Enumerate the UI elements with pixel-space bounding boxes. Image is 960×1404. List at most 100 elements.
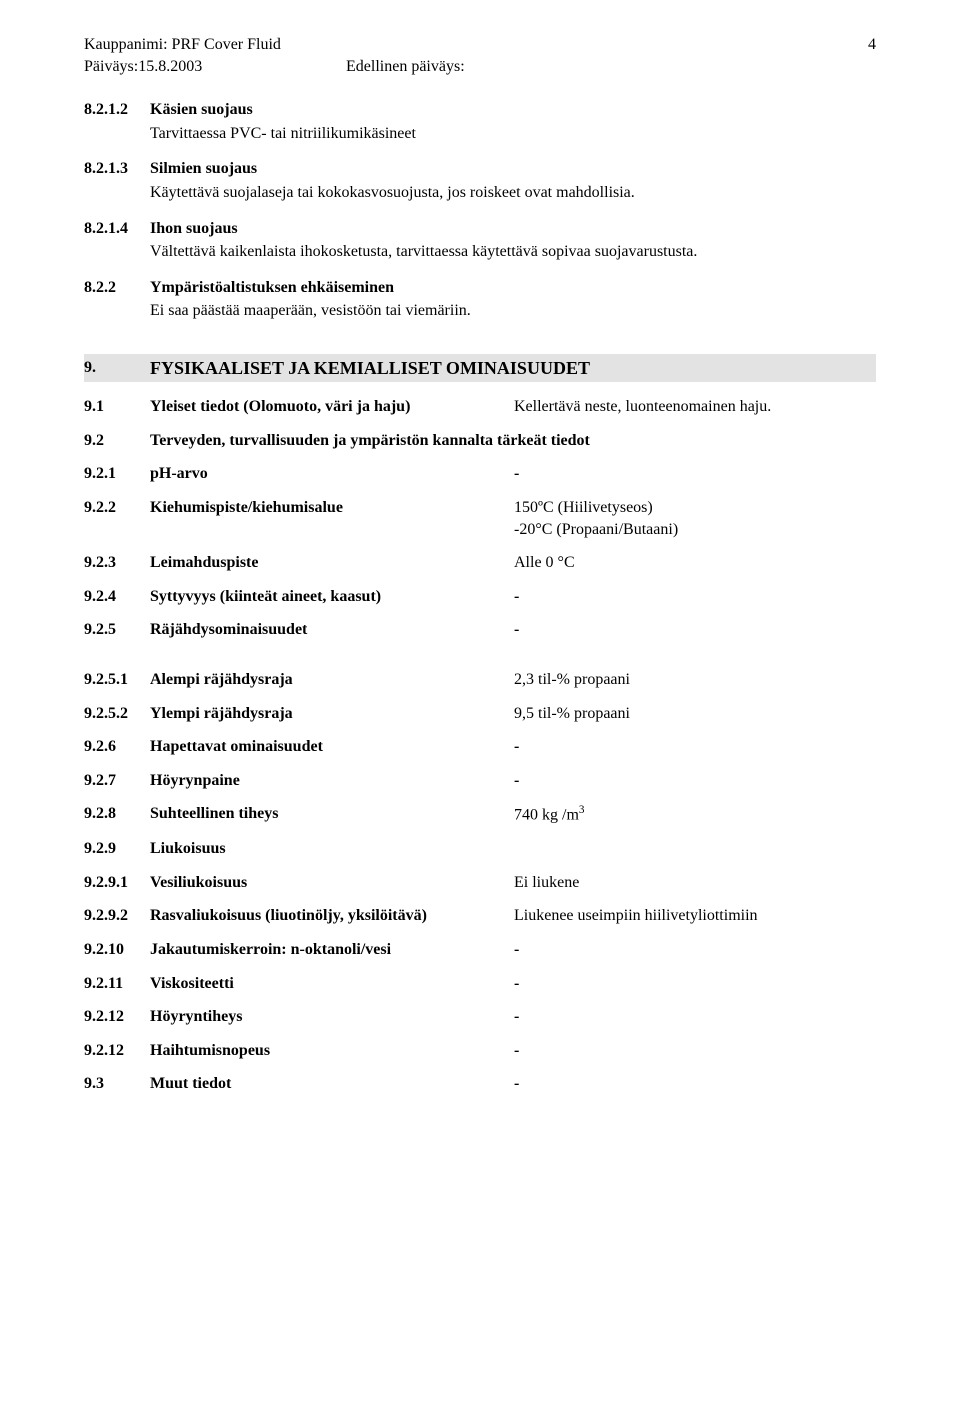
num-9-2-12b: 9.2.12 (84, 1040, 150, 1062)
spacer (84, 693, 876, 703)
num-9-2-7: 9.2.7 (84, 770, 150, 792)
spacer (84, 643, 876, 669)
page: Kauppanimi: PRF Cover Fluid Päiväys:15.8… (0, 0, 960, 1404)
header-date-row: Päiväys:15.8.2003 Edellinen päiväys: (84, 56, 465, 78)
value-9-2-9-2: Liukenee useimpiin hiilivetyliottimiin (514, 905, 876, 927)
value-9-2-2-line1: 150ºC (Hiilivetyseos) (514, 497, 876, 519)
value-9-2-3: Alle 0 °C (514, 552, 876, 574)
num-8-2-2: 8.2.2 (84, 277, 150, 299)
spacer (84, 963, 876, 973)
row-9-2-7: 9.2.7 Höyrynpaine - (84, 770, 876, 792)
value-9-2-5: - (514, 619, 876, 641)
spacer (84, 609, 876, 619)
label-9-2-1: pH-arvo (150, 463, 514, 485)
spacer (84, 420, 876, 430)
title-8-2-1-3: Silmien suojaus (150, 158, 257, 180)
header-left: Kauppanimi: PRF Cover Fluid Päiväys:15.8… (84, 34, 465, 77)
value-9-2-8-prefix: 740 kg /m (514, 807, 579, 824)
num-9-2-12: 9.2.12 (84, 1006, 150, 1028)
num-9-2-3: 9.2.3 (84, 552, 150, 574)
value-9-2-2-line2: -20°C (Propaani/Butaani) (514, 519, 876, 541)
section-9-num: 9. (84, 357, 150, 379)
page-number: 4 (868, 34, 876, 56)
num-8-2-1-2: 8.2.1.2 (84, 99, 150, 121)
label-9-2-5: Räjähdysominaisuudet (150, 619, 514, 641)
row-9-2-4: 9.2.4 Syttyvyys (kiinteät aineet, kaasut… (84, 586, 876, 608)
spacer (84, 453, 876, 463)
row-9-2-11: 9.2.11 Viskositeetti - (84, 973, 876, 995)
date-value: 15.8.2003 (138, 58, 202, 75)
header-product-row: Kauppanimi: PRF Cover Fluid (84, 34, 465, 56)
spacer (84, 996, 876, 1006)
row-9-2-10: 9.2.10 Jakautumiskerroin: n-oktanoli/ves… (84, 939, 876, 961)
value-9-3: - (514, 1073, 876, 1095)
spacer (84, 793, 876, 803)
spacer (84, 542, 876, 552)
row-9-2-9-2: 9.2.9.2 Rasvaliukoisuus (liuotinöljy, yk… (84, 905, 876, 927)
label-9-2: Terveyden, turvallisuuden ja ympäristön … (150, 430, 590, 452)
value-9-2-7: - (514, 770, 876, 792)
num-9-2-5: 9.2.5 (84, 619, 150, 641)
row-9-2-5: 9.2.5 Räjähdysominaisuudet - (84, 619, 876, 641)
num-9-2-5-1: 9.2.5.1 (84, 669, 150, 691)
label-9-2-2: Kiehumispiste/kiehumisalue (150, 497, 514, 519)
num-9-2-6: 9.2.6 (84, 736, 150, 758)
value-9-2-8: 740 kg /m3 (514, 803, 876, 826)
num-9-2-4: 9.2.4 (84, 586, 150, 608)
body-8-2-1-4: Vältettävä kaikenlaista ihokosketusta, t… (150, 241, 876, 263)
num-9-2-2: 9.2.2 (84, 497, 150, 519)
row-8-2-1-2-heading: 8.2.1.2 Käsien suojaus (84, 99, 876, 121)
title-8-2-2: Ympäristöaltistuksen ehkäiseminen (150, 277, 394, 299)
row-9-2-9-1: 9.2.9.1 Vesiliukoisuus Ei liukene (84, 872, 876, 894)
label-9-2-7: Höyrynpaine (150, 770, 514, 792)
product-label: Kauppanimi: (84, 36, 168, 53)
spacer (84, 336, 876, 346)
label-9-2-3: Leimahduspiste (150, 552, 514, 574)
label-9-2-6: Hapettavat ominaisuudet (150, 736, 514, 758)
label-9-2-10: Jakautumiskerroin: n-oktanoli/vesi (150, 939, 514, 961)
spacer (84, 726, 876, 736)
body-8-2-2: Ei saa päästää maaperään, vesistöön tai … (150, 300, 876, 322)
label-9-2-8: Suhteellinen tiheys (150, 803, 514, 825)
value-9-2-1: - (514, 463, 876, 485)
prev-date-label: Edellinen päiväys: (346, 56, 465, 78)
spacer (84, 576, 876, 586)
row-9-2-3: 9.2.3 Leimahduspiste Alle 0 °C (84, 552, 876, 574)
row-9-2-12b: 9.2.12 Haihtumisnopeus - (84, 1040, 876, 1062)
header-date: Päiväys:15.8.2003 (84, 56, 346, 78)
row-9-3: 9.3 Muut tiedot - (84, 1073, 876, 1095)
num-9-2-9: 9.2.9 (84, 838, 150, 860)
label-9-2-4: Syttyvyys (kiinteät aineet, kaasut) (150, 586, 514, 608)
num-9-2-1: 9.2.1 (84, 463, 150, 485)
value-9-2-9-1: Ei liukene (514, 872, 876, 894)
num-8-2-1-3: 8.2.1.3 (84, 158, 150, 180)
value-9-2-5-1: 2,3 til-% propaani (514, 669, 876, 691)
label-9-2-12: Höyryntiheys (150, 1006, 514, 1028)
row-9-1: 9.1 Yleiset tiedot (Olomuoto, väri ja ha… (84, 396, 876, 418)
label-9-3: Muut tiedot (150, 1073, 514, 1095)
spacer (84, 929, 876, 939)
spacer (84, 828, 876, 838)
num-8-2-1-4: 8.2.1.4 (84, 218, 150, 240)
num-9-2-11: 9.2.11 (84, 973, 150, 995)
label-9-2-9-1: Vesiliukoisuus (150, 872, 514, 894)
value-9-2-11: - (514, 973, 876, 995)
spacer (84, 862, 876, 872)
label-9-2-9: Liukoisuus (150, 838, 514, 860)
value-9-2-10: - (514, 939, 876, 961)
spacer (84, 895, 876, 905)
spacer (84, 487, 876, 497)
row-8-2-1-3-heading: 8.2.1.3 Silmien suojaus (84, 158, 876, 180)
page-header: Kauppanimi: PRF Cover Fluid Päiväys:15.8… (84, 34, 876, 77)
value-9-2-12b: - (514, 1040, 876, 1062)
value-9-2-2: 150ºC (Hiilivetyseos) -20°C (Propaani/Bu… (514, 497, 876, 540)
row-9-2-6: 9.2.6 Hapettavat ominaisuudet - (84, 736, 876, 758)
label-9-2-5-2: Ylempi räjähdysraja (150, 703, 514, 725)
row-9-2-12: 9.2.12 Höyryntiheys - (84, 1006, 876, 1028)
product-name: PRF Cover Fluid (172, 36, 281, 53)
num-9-2: 9.2 (84, 430, 150, 452)
body-8-2-1-3: Käytettävä suojalaseja tai kokokasvosuoj… (150, 182, 876, 204)
value-9-1: Kellertävä neste, luonteenomainen haju. (514, 396, 876, 418)
label-9-2-12b: Haihtumisnopeus (150, 1040, 514, 1062)
label-9-2-9-2: Rasvaliukoisuus (liuotinöljy, yksilöitäv… (150, 905, 514, 927)
